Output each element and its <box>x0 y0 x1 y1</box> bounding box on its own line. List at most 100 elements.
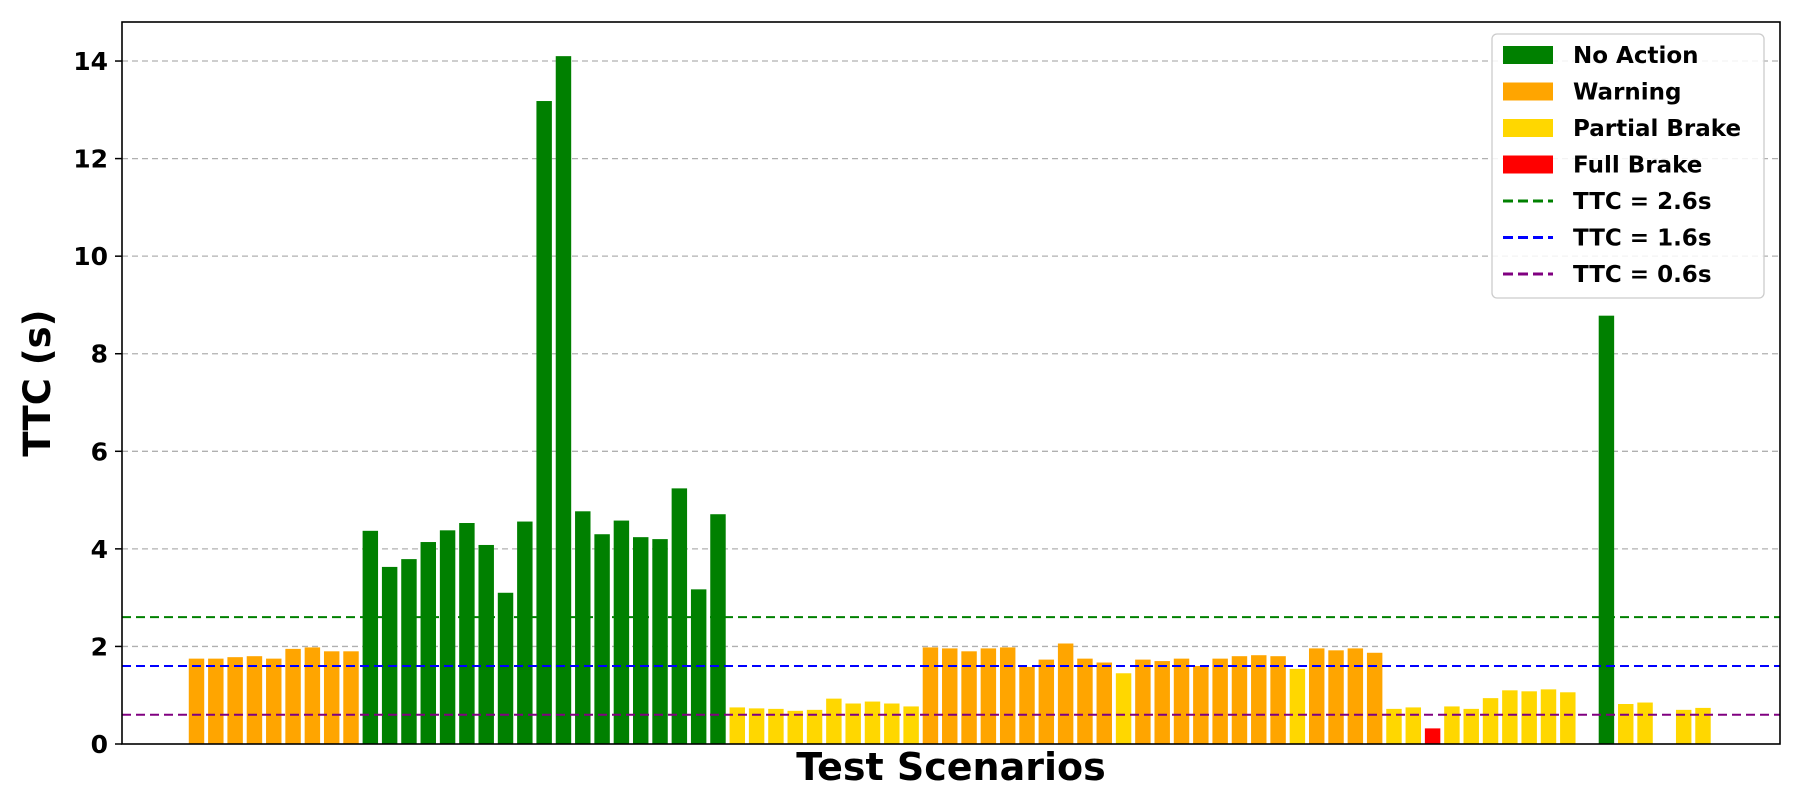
bar <box>942 648 958 744</box>
threshold-lines <box>122 616 1780 716</box>
bar <box>1193 665 1209 744</box>
bar <box>1019 666 1035 744</box>
bar <box>478 544 494 744</box>
bar <box>497 592 514 744</box>
bar <box>1366 652 1383 744</box>
bar <box>864 701 881 744</box>
bar <box>304 647 321 744</box>
bar <box>323 651 340 744</box>
bar <box>1386 708 1402 744</box>
bar <box>632 537 649 744</box>
bar <box>710 514 726 744</box>
bar <box>227 657 243 744</box>
bar <box>381 566 398 744</box>
legend-label: Warning <box>1573 80 1682 106</box>
bar <box>1444 706 1460 744</box>
bar <box>246 656 263 744</box>
y-tick-label: 10 <box>73 242 108 271</box>
bar <box>1251 655 1267 744</box>
legend-label: Partial Brake <box>1573 116 1741 142</box>
bar <box>1675 709 1692 744</box>
bar <box>748 708 765 744</box>
y-tick-label: 12 <box>73 145 108 174</box>
bar <box>1482 698 1499 744</box>
legend-label: TTC = 1.6s <box>1573 226 1712 252</box>
bar <box>768 708 784 744</box>
bar <box>1115 673 1132 744</box>
bar <box>1096 662 1112 744</box>
bar <box>1521 691 1537 744</box>
legend-box <box>1491 33 1765 299</box>
legend-swatch <box>1503 155 1553 174</box>
bar <box>1463 708 1479 744</box>
legend: No Action Warning Partial Brake Full Brake T… <box>1491 33 1765 299</box>
bar <box>1424 728 1441 744</box>
bar <box>208 658 224 744</box>
bar <box>1637 702 1653 744</box>
bar <box>1270 656 1286 744</box>
bar <box>787 710 803 744</box>
legend-label: TTC = 2.6s <box>1573 189 1712 215</box>
bar <box>1077 658 1093 744</box>
bar <box>1154 661 1170 744</box>
bar <box>961 651 977 744</box>
bar <box>1540 689 1557 744</box>
bar <box>1560 692 1576 744</box>
bar <box>362 530 379 744</box>
bar <box>1695 707 1711 744</box>
legend-swatch <box>1503 82 1553 101</box>
bar <box>1618 703 1634 744</box>
bar <box>439 530 456 744</box>
bar <box>1289 668 1306 744</box>
bar <box>517 521 533 744</box>
bar <box>671 488 688 744</box>
bar <box>845 703 861 744</box>
bar <box>420 542 436 744</box>
bar <box>1038 659 1055 744</box>
y-tick-label: 2 <box>91 632 108 661</box>
bar <box>884 703 900 744</box>
bar <box>536 101 552 745</box>
bar <box>1173 658 1190 744</box>
bar <box>1057 643 1074 744</box>
bar <box>652 539 668 744</box>
plot-area-frame <box>121 21 1781 745</box>
legend-label: No Action <box>1573 43 1699 69</box>
bar <box>922 647 939 744</box>
bar <box>980 648 997 744</box>
bar <box>1231 656 1248 744</box>
legend-swatch <box>1503 46 1553 64</box>
y-tick-label: 6 <box>91 437 108 466</box>
bar <box>594 534 610 744</box>
bar <box>459 523 475 744</box>
bar-series <box>188 56 1711 745</box>
y-tick-label: 14 <box>73 47 108 76</box>
y-tick-label: 4 <box>91 535 108 564</box>
bar <box>1308 648 1325 744</box>
bar <box>1328 650 1344 744</box>
bar <box>826 698 842 744</box>
legend-swatch <box>1503 119 1553 137</box>
bar <box>555 56 572 745</box>
bar <box>1135 659 1151 744</box>
legend-label: Full Brake <box>1573 153 1702 179</box>
bar <box>1347 648 1364 744</box>
bar <box>401 559 417 744</box>
bar <box>1212 658 1228 744</box>
legend-label: TTC = 0.6s <box>1573 262 1712 288</box>
bar <box>613 520 630 744</box>
bar <box>806 709 823 744</box>
bar <box>575 511 591 744</box>
bar <box>1405 707 1422 744</box>
bar <box>1598 315 1615 744</box>
bar <box>729 707 746 744</box>
y-axis-title: TTC (s) <box>16 309 59 456</box>
bar <box>903 706 919 744</box>
y-tick-label: 8 <box>91 340 108 369</box>
x-axis-title: Test Scenarios <box>796 745 1106 789</box>
bar <box>188 658 205 744</box>
bar <box>266 658 282 744</box>
bar <box>285 648 301 744</box>
bar <box>343 651 359 744</box>
